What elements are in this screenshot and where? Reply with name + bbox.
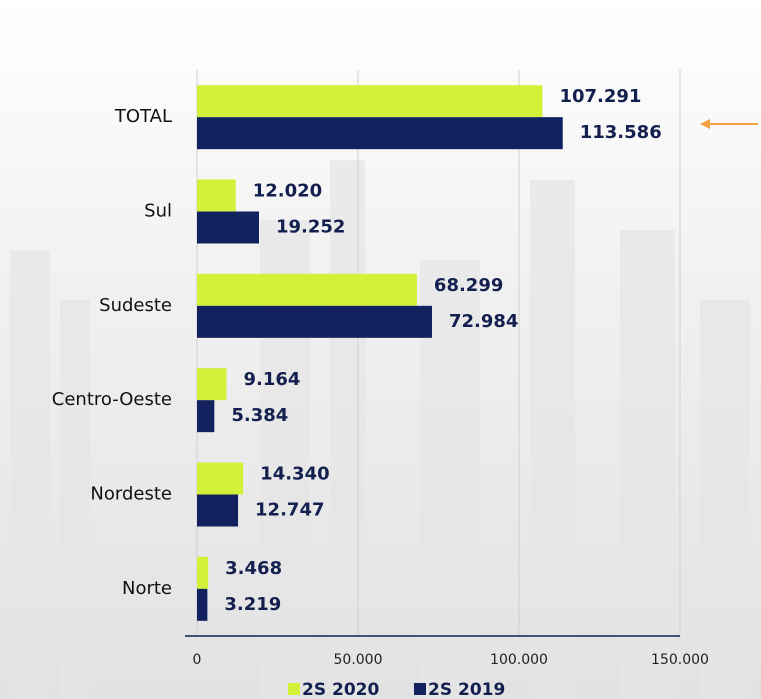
value-label: 3.219 (224, 594, 281, 615)
x-tick-label: 50.000 (334, 652, 383, 668)
value-label: 19.252 (276, 217, 345, 238)
x-tick-label: 150.000 (651, 652, 709, 668)
y-tick-label: Norte (122, 578, 172, 599)
bar (197, 589, 207, 621)
legend-swatch (414, 683, 426, 695)
value-label: 12.747 (255, 500, 324, 521)
value-label: 107.291 (559, 86, 641, 107)
bar (197, 557, 208, 589)
bar (197, 495, 238, 527)
legend-swatch (288, 683, 300, 695)
x-tick-label: 0 (193, 652, 202, 668)
bar (197, 212, 259, 244)
bar (197, 274, 417, 306)
legend-label: 2S 2020 (302, 680, 379, 699)
value-label: 5.384 (231, 405, 288, 426)
value-label: 14.340 (260, 464, 329, 485)
value-label: 3.468 (225, 558, 282, 579)
bar (197, 400, 214, 432)
y-tick-label: TOTAL (114, 106, 172, 127)
bar (197, 463, 243, 495)
value-label: 12.020 (253, 181, 322, 202)
chart: 0 50.000 100.000 150.000 TOTAL 107.291 113.586… (0, 0, 761, 699)
page: {"chart_data": {"type": "bar", "orientat… (0, 0, 761, 699)
x-tick-label: 100.000 (490, 652, 548, 668)
y-tick-label: Sudeste (99, 295, 172, 316)
bar (197, 306, 432, 338)
value-label: 113.586 (580, 122, 662, 143)
y-tick-label: Centro-Oeste (52, 389, 172, 410)
y-tick-label: Sul (144, 201, 172, 222)
bar (197, 180, 236, 212)
bar (197, 117, 563, 149)
legend-label: 2S 2019 (428, 680, 505, 699)
value-label: 68.299 (434, 275, 503, 296)
value-label: 72.984 (449, 311, 518, 332)
bar (197, 368, 227, 400)
value-label: 9.164 (244, 369, 301, 390)
bar (197, 85, 542, 117)
y-tick-label: Nordeste (90, 484, 172, 505)
